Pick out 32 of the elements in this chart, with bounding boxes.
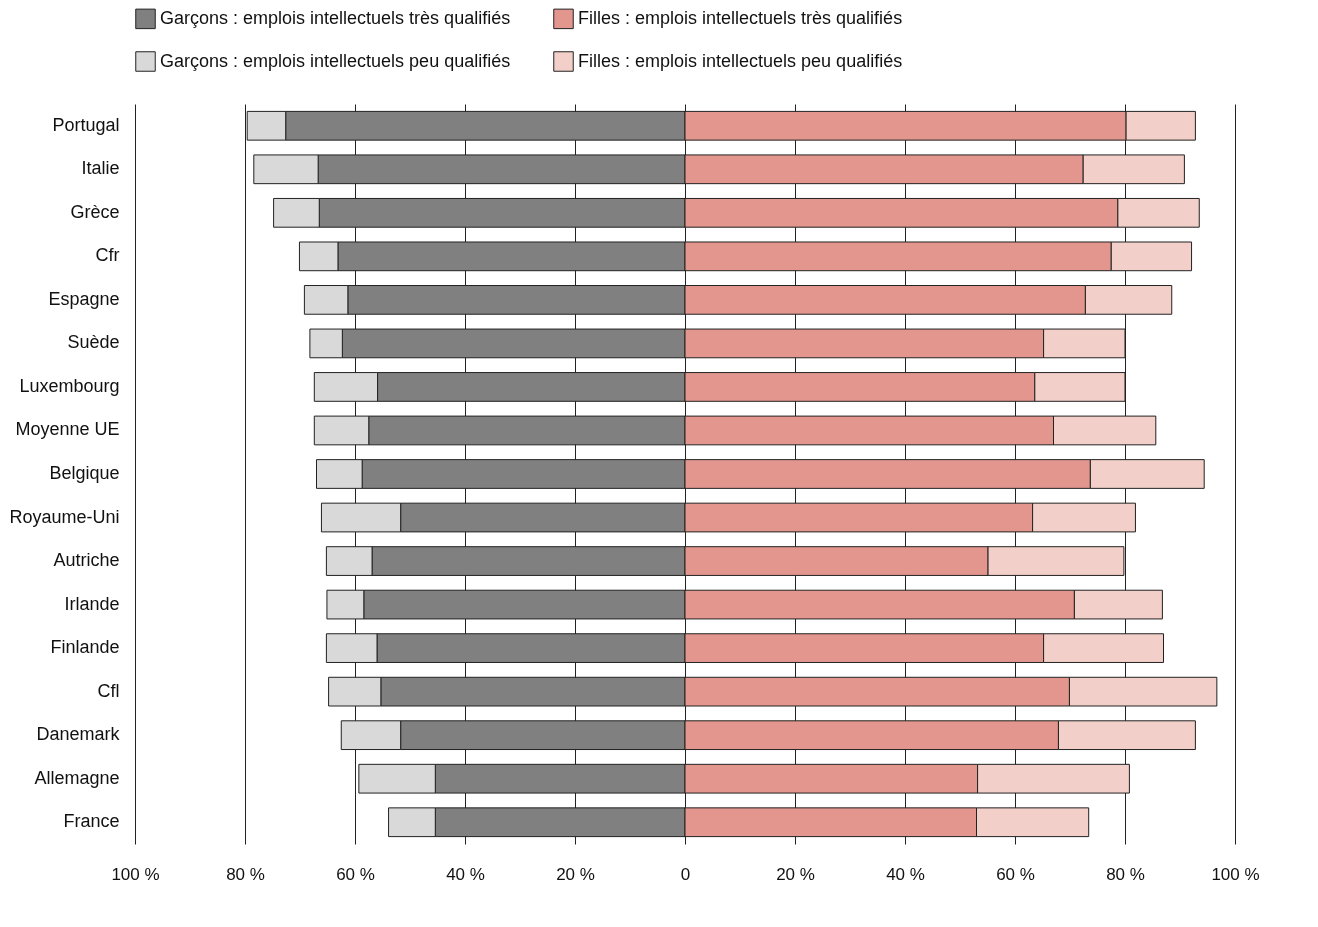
y-tick-label: Allemagne bbox=[34, 767, 120, 788]
y-tick-label: Finlande bbox=[50, 637, 120, 658]
x-tick-label: 40 % bbox=[886, 864, 925, 884]
y-tick-label: Luxembourg bbox=[19, 375, 120, 396]
y-tick-label: Cfr bbox=[95, 245, 120, 266]
legend-label: Garçons : emplois intellectuels très qualifiés bbox=[160, 7, 511, 28]
y-tick-label: France bbox=[63, 811, 120, 832]
y-tick-label: Suède bbox=[67, 332, 120, 353]
x-tick-label: 40 % bbox=[446, 864, 485, 884]
x-tick-label: 100 % bbox=[1211, 864, 1260, 884]
x-tick-label: 20 % bbox=[556, 864, 595, 884]
y-tick-label: Royaume-Uni bbox=[9, 506, 120, 527]
y-tick-label: Portugal bbox=[52, 114, 120, 135]
y-tick-label: Espagne bbox=[48, 288, 120, 309]
y-tick-label: Belgique bbox=[49, 463, 120, 483]
y-tick-label: Irlande bbox=[64, 593, 120, 614]
y-tick-label: Moyenne UE bbox=[15, 419, 120, 440]
x-tick-label: 60 % bbox=[336, 864, 375, 884]
x-tick-label: 0 bbox=[680, 864, 691, 884]
y-tick-label: Grèce bbox=[70, 201, 120, 222]
x-tick-label: 60 % bbox=[996, 864, 1035, 884]
legend-label: Garçons : emplois intellectuels peu qualifiés bbox=[160, 50, 511, 71]
y-tick-label: Danemark bbox=[36, 724, 121, 745]
x-tick-label: 80 % bbox=[226, 864, 265, 884]
legend-label: Filles : emplois intellectuels très qualifiés bbox=[578, 7, 903, 28]
x-tick-label: 100 % bbox=[111, 864, 160, 884]
x-tick-label: 20 % bbox=[776, 864, 815, 884]
y-tick-label: Italie bbox=[81, 158, 120, 179]
y-tick-label: Cfl bbox=[97, 680, 120, 701]
legend-label: Filles : emplois intellectuels peu qualifiés bbox=[578, 50, 903, 71]
y-tick-label: Autriche bbox=[53, 550, 120, 571]
x-tick-label: 80 % bbox=[1106, 864, 1145, 884]
